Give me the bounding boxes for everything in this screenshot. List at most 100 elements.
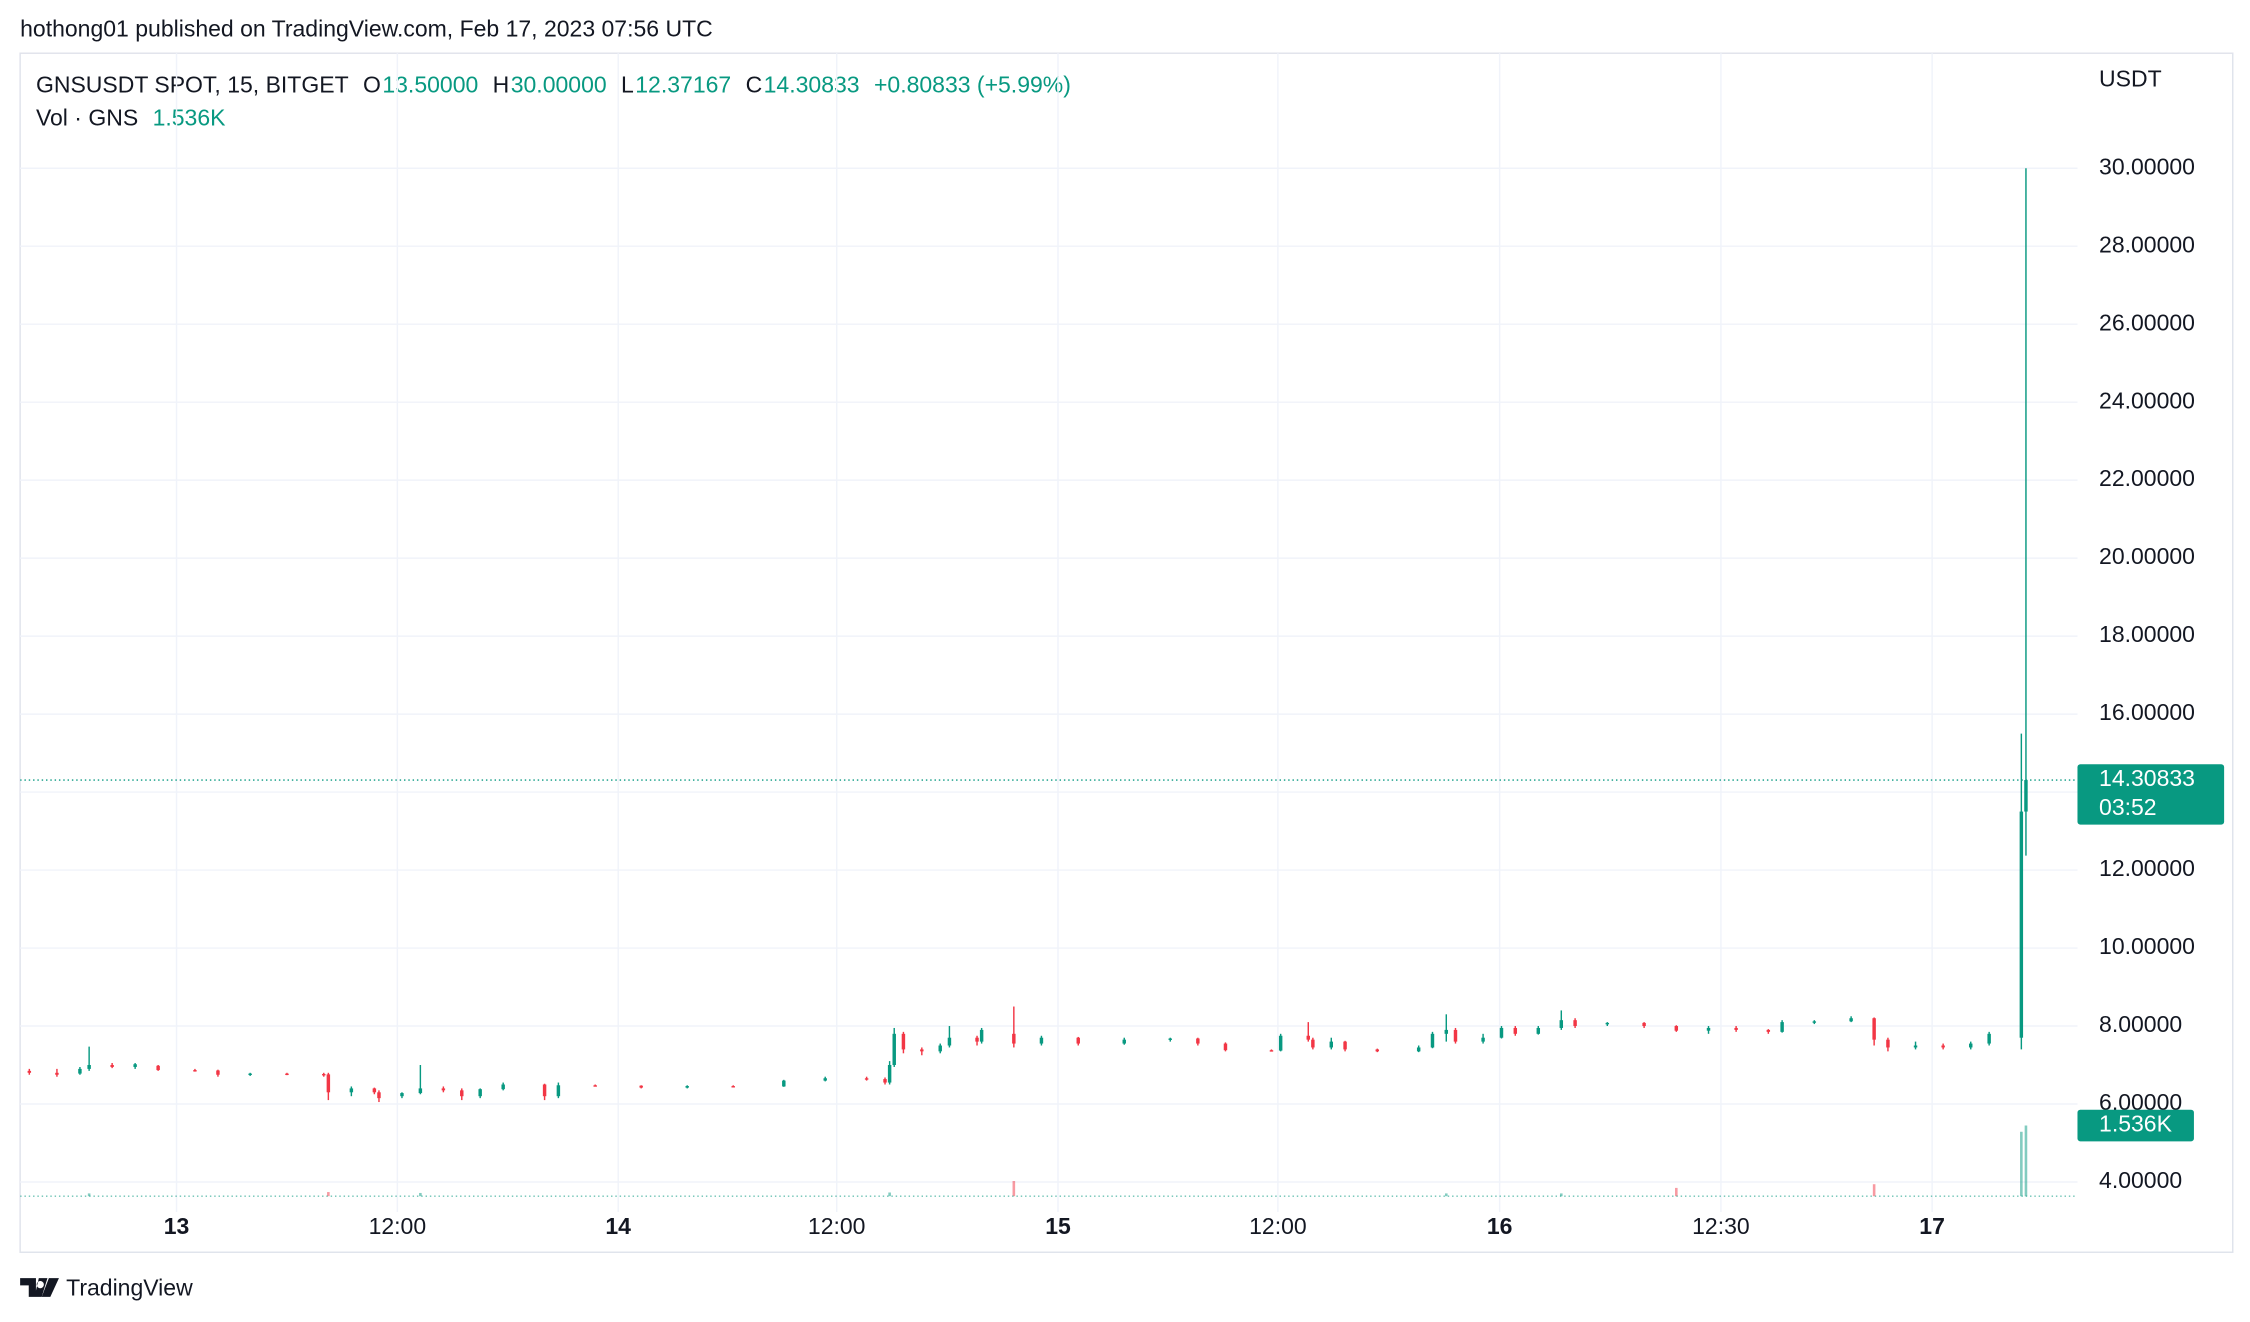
candle-body [1780,1022,1784,1032]
candle-body [1269,1050,1274,1052]
candle-body [1674,1026,1679,1031]
candle-body [501,1084,505,1090]
candle-body [1311,1039,1315,1048]
y-tick-label: 12.00000 [2099,855,2195,881]
candle-body [1766,1029,1771,1032]
volume-bar [1444,1193,1448,1197]
y-tick-label: 10.00000 [2099,933,2195,959]
candle-body [1076,1037,1080,1044]
candle-body [1913,1045,1918,1048]
legend: GNSUSDT SPOT, 15, BITGET O 13.50000 H 30.000… [36,71,1071,130]
volume-bar [1012,1181,1016,1197]
candle-body [1642,1022,1646,1027]
candle-body [460,1090,464,1097]
candle-body [87,1065,91,1069]
volume-bar [2020,1131,2023,1197]
y-tick-label: 30.00000 [2099,153,2195,179]
x-tick-label: 17 [1919,1213,1945,1239]
candle-body [979,1029,984,1042]
brand: TradingView [66,1275,193,1301]
candle-body [372,1088,377,1093]
y-tick-label: 22.00000 [2099,465,2195,491]
candle-body [823,1078,827,1081]
volume-bar [888,1192,891,1197]
candle-body [326,1074,331,1093]
candle-body [2024,780,2028,812]
candle-body [864,1078,869,1080]
candle-body [78,1068,82,1074]
candle-body [1941,1045,1945,1048]
legend-high: 30.00000 [511,71,607,97]
plot [20,168,2078,1197]
candle-body [1536,1027,1541,1034]
volume-bar [2024,1125,2028,1197]
candle-body [1168,1038,1172,1040]
y-tick-label: 20.00000 [2099,543,2195,569]
candle-body [947,1037,952,1046]
volume-bar [1675,1187,1678,1197]
candle-body [1706,1027,1711,1031]
candle-body [2019,811,2024,1038]
candle-body [1849,1018,1853,1022]
candle-body [1559,1020,1564,1028]
y-axis-unit: USDT [2099,66,2162,92]
volume-bar [327,1192,330,1197]
candle-body [920,1049,924,1052]
candle-body [1039,1037,1044,1044]
candle-body [400,1093,404,1097]
candle-body [1306,1035,1310,1040]
candle-body [556,1085,561,1097]
y-tick-label: 8.00000 [2099,1011,2182,1037]
candle-body [593,1085,597,1087]
legend-low: 12.37167 [635,71,731,97]
candle-body [285,1073,289,1076]
y-tick-label: 26.00000 [2099,309,2195,335]
candle-body [1872,1018,1876,1040]
candle-body [639,1085,643,1088]
candle-body [349,1088,354,1093]
chart-frame [19,52,2234,1253]
candle-body [1196,1038,1200,1044]
x-tick-label: 12:30 [1692,1213,1750,1239]
candle-body [1375,1049,1380,1052]
x-tick-label: 12:00 [808,1213,866,1239]
candle-body [1886,1039,1890,1048]
candle-body [248,1073,252,1076]
candle-body [542,1084,547,1097]
candle-body [1416,1047,1421,1052]
candle-body [322,1073,326,1076]
candle-body [1513,1027,1518,1034]
volume-bar [1872,1184,1876,1197]
candle-body [441,1088,446,1091]
candle-body [1969,1043,1973,1048]
candle-body [892,1033,896,1066]
volume-bar [1560,1193,1563,1197]
candle-body [110,1065,114,1067]
legend-low-label: L [621,71,634,97]
candle-body [1605,1022,1610,1025]
candle-body [1987,1033,1991,1044]
y-tick-label: 16.00000 [2099,699,2195,725]
volume-bar [87,1193,91,1197]
legend-high-label: H [493,71,510,97]
y-tick-label: 28.00000 [2099,231,2195,257]
candle-body [55,1072,59,1075]
last-volume-tag [2077,1109,2194,1142]
candle-body [156,1065,160,1071]
candle-body [1812,1021,1817,1023]
candle-body [133,1064,137,1067]
axes: 4.000006.000008.0000010.0000012.0000014.… [164,153,2225,1239]
y-tick-label: 24.00000 [2099,387,2195,413]
candle-body [1329,1041,1333,1048]
candle-body [1012,1033,1016,1044]
candle-body [1573,1020,1577,1027]
x-tick-label: 12:00 [369,1213,427,1239]
x-tick-label: 14 [605,1213,631,1239]
tradingview-logo [20,1278,59,1297]
y-tick-label: 4.00000 [2099,1167,2182,1193]
candle-body [1481,1037,1485,1042]
candle-body [478,1089,482,1097]
x-tick-label: 12:00 [1249,1213,1307,1239]
